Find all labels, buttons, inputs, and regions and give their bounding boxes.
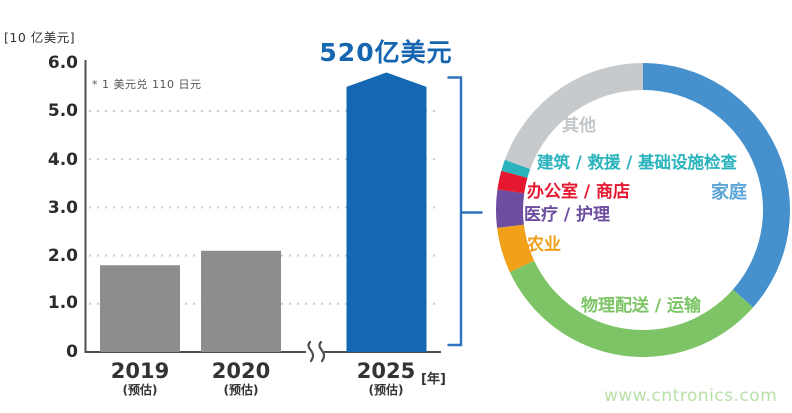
axis-break	[318, 340, 326, 363]
donut-segment-office-store	[497, 170, 528, 194]
donut-segment-home	[643, 63, 790, 308]
chart-title: 520亿美元	[319, 38, 453, 67]
x-label-2025: 2025	[356, 359, 416, 383]
bar-2019	[100, 265, 180, 352]
y-tick-2: 2.0	[47, 246, 78, 266]
donut-segment-other	[504, 63, 643, 169]
y-axis-unit-label: [10 亿美元]	[4, 30, 76, 45]
x-sublabel-2019: (预估)	[122, 383, 158, 397]
y-tick-6: 6.0	[47, 53, 78, 73]
donut-segment-logistics	[509, 260, 754, 357]
exchange-rate-note: * 1 美元兑 110 日元	[92, 78, 202, 91]
bar-2025	[346, 72, 427, 352]
donut-label-medical: 医疗 / 护理	[524, 205, 611, 225]
bar-2020	[201, 250, 281, 352]
x-sublabel-2020: (预估)	[223, 383, 259, 397]
donut-label-construction: 建筑 / 救援 / 基础设施检查	[537, 153, 738, 172]
y-tick-4: 4.0	[47, 150, 78, 170]
y-tick-5: 5.0	[47, 101, 78, 121]
donut-segment-medical	[495, 189, 525, 228]
bracket	[447, 76, 463, 347]
y-tick-1: 1.0	[47, 293, 78, 313]
x-sublabel-2025: (预估)	[368, 383, 404, 397]
watermark: www.cntronics.com	[604, 386, 778, 406]
donut-label-agriculture: 农业	[527, 235, 561, 255]
y-tick-0: 0	[66, 342, 78, 362]
donut-label-home: 家庭	[711, 182, 747, 203]
x-label-2019: 2019	[110, 359, 170, 383]
donut-segment-construction	[501, 159, 531, 178]
x-axis-unit-label: [年]	[421, 372, 446, 387]
donut-segment-agriculture	[497, 224, 535, 273]
y-tick-3: 3.0	[47, 198, 78, 218]
donut-label-office-store: 办公室 / 商店	[527, 182, 631, 202]
axis-break	[307, 340, 315, 363]
donut-label-other: 其他	[562, 116, 596, 136]
x-label-2020: 2020	[211, 359, 271, 383]
donut-label-logistics: 物理配送 / 运输	[581, 296, 702, 316]
